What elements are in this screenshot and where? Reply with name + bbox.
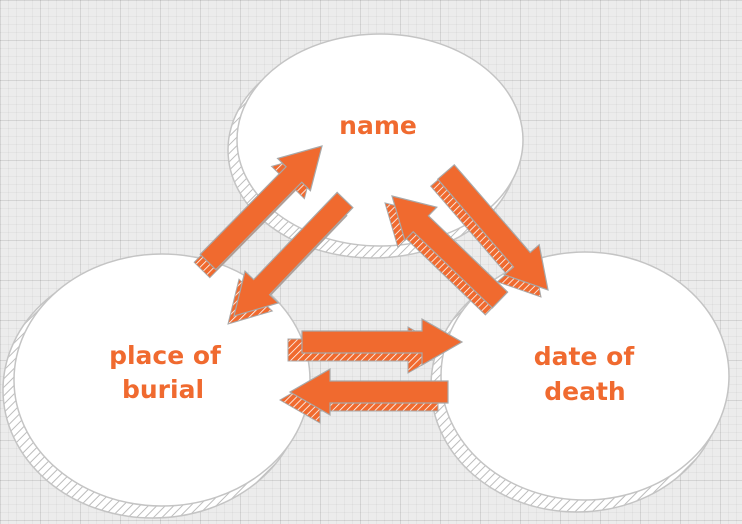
arrow-name-to-death-face [436, 163, 549, 291]
label-place-of-burial-line2: burial [122, 375, 204, 404]
arrow-name-to-burial-face [233, 191, 354, 317]
label-date-of-death-line2: death [544, 377, 625, 406]
arrow-name-to-burial [227, 191, 354, 325]
arrow-death-to-burial [278, 367, 449, 424]
arrow-burial-to-death [287, 317, 464, 374]
label-place-of-burial-line1: place of [109, 341, 222, 370]
arrow-burial-to-death-face [301, 317, 464, 367]
arrow-name-to-death [429, 163, 549, 298]
arrows-layer [193, 145, 549, 424]
label-date-of-death-line1: date of [534, 342, 636, 371]
arrow-death-to-name-face [391, 195, 509, 309]
arrow-death-to-burial-face [288, 367, 449, 417]
arrow-death-to-name [384, 195, 509, 316]
label-name: name [339, 111, 417, 140]
arrow-burial-to-name-face [199, 145, 323, 271]
node-date-of-death [430, 251, 730, 513]
arrow-burial-to-name [193, 145, 323, 279]
node-date-of-death-circle [440, 251, 730, 501]
